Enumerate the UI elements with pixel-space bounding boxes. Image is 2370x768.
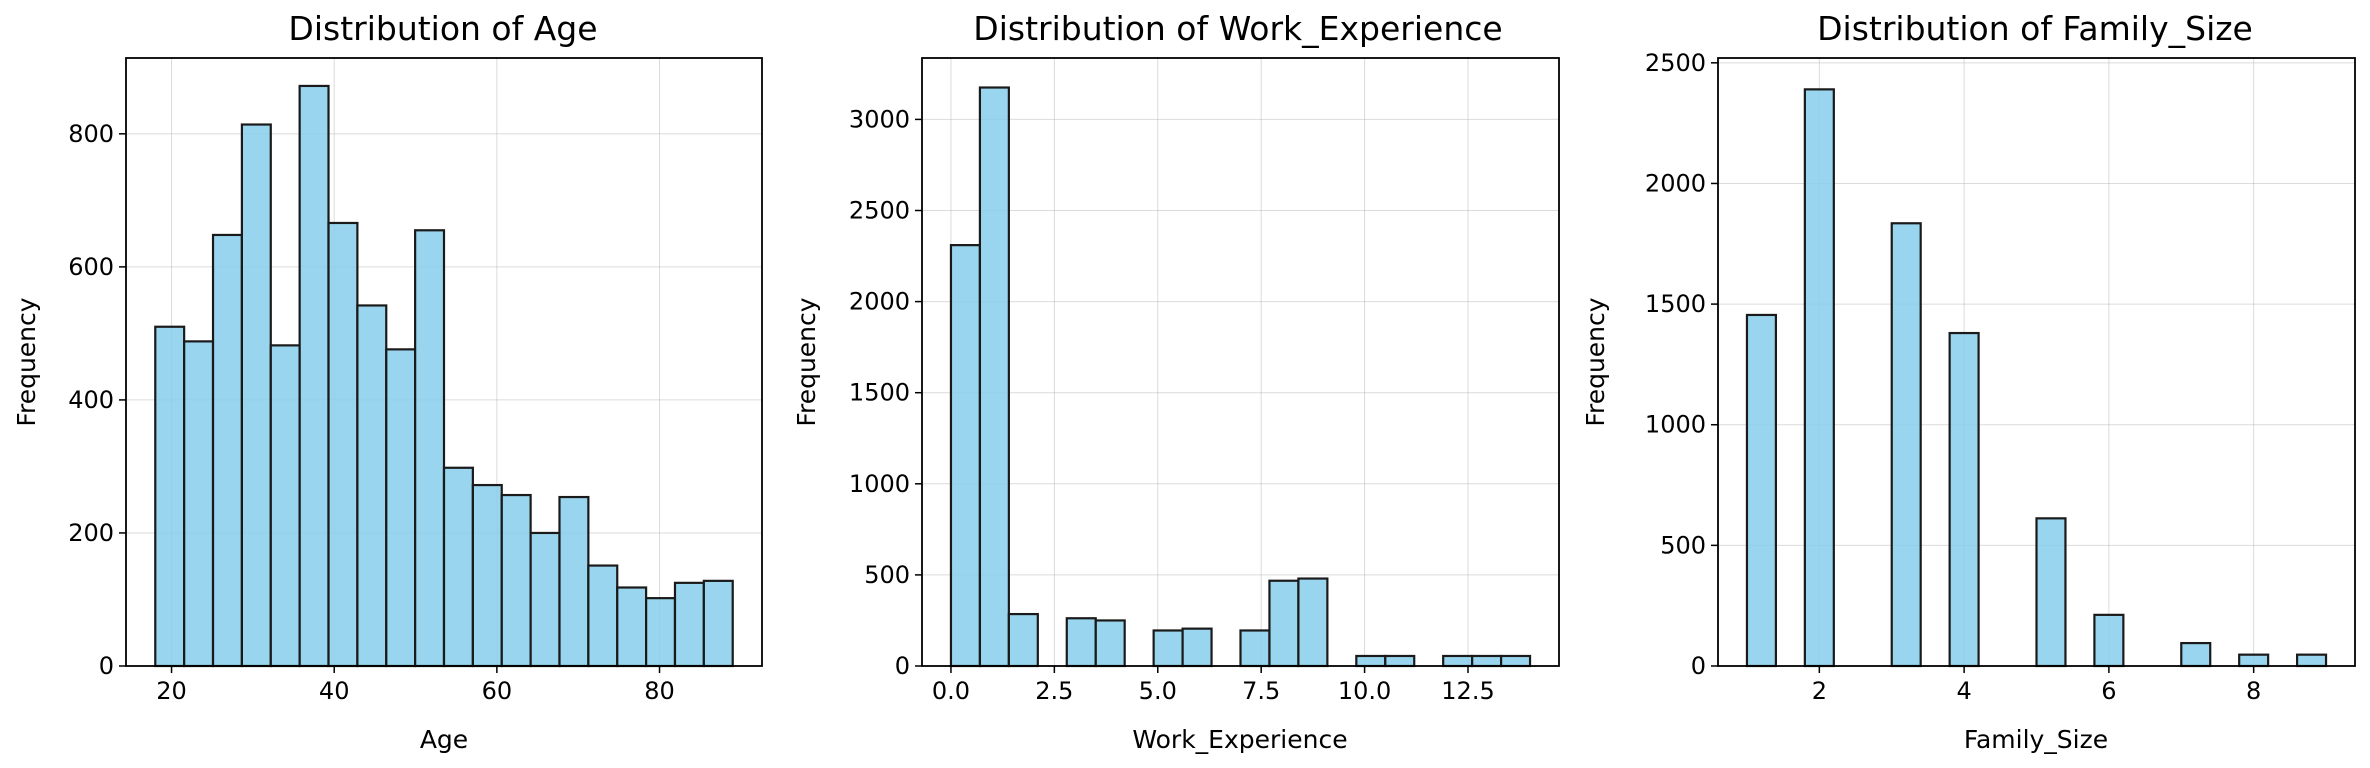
y-tick-label: 600 (68, 253, 114, 281)
x-axis-label: Age (420, 725, 468, 754)
x-tick-label: 6 (2101, 677, 2116, 705)
histogram-bar (587, 564, 619, 668)
x-tick-label: 5.0 (1139, 677, 1177, 705)
histogram-bar (1471, 654, 1503, 668)
x-tick-label: 7.5 (1242, 677, 1280, 705)
x-tick-label: 12.5 (1441, 677, 1494, 705)
histogram-bar (645, 597, 677, 668)
x-tick-label: 2.5 (1035, 677, 1073, 705)
y-tick-label: 0 (99, 652, 114, 680)
histogram-bar (2180, 641, 2212, 668)
x-tick-label: 10.0 (1338, 677, 1391, 705)
x-axis-label: Family_Size (1964, 725, 2108, 754)
plot-frame (921, 57, 1560, 667)
histogram-bar (442, 466, 474, 668)
histogram-bar (211, 233, 243, 668)
histogram-bar (1239, 629, 1271, 668)
histogram-bar (978, 86, 1010, 668)
y-tick-label: 1000 (849, 470, 910, 498)
x-tick-label: 40 (319, 677, 350, 705)
x-tick-label: 20 (156, 677, 187, 705)
histogram-bar (1007, 612, 1039, 668)
age-histogram-panel: Distribution of Age 20 40 60 80020040060080… (12, 9, 763, 754)
histogram-bar (1181, 627, 1213, 668)
y-tick-label: 1500 (1645, 290, 1706, 318)
y-tick-label: 0 (1691, 652, 1706, 680)
histogram-bar (1094, 619, 1126, 668)
x-tick-label: 2 (1812, 677, 1827, 705)
y-axis-label: Frequency (12, 297, 41, 426)
x-tick-label: 8 (2246, 677, 2261, 705)
family-size-histogram-panel: Distribution of Family_Size 2 4 6 8 0 500 1000… (1581, 9, 2356, 754)
histogram-bar (240, 123, 272, 668)
histogram-bar (2093, 613, 2125, 668)
histogram-bar (2035, 517, 2067, 668)
histogram-bar (500, 493, 532, 668)
y-tick-label: 500 (1660, 531, 1706, 559)
histogram-bar (327, 221, 359, 668)
y-tick-label: 800 (68, 120, 114, 148)
histogram-bar (2295, 653, 2328, 668)
y-tick-label: 2000 (849, 288, 910, 316)
y-tick-label: 2500 (1645, 49, 1706, 77)
histogram-bar (616, 586, 648, 668)
x-tick-label: 80 (644, 677, 675, 705)
x-axis-label: Work_Experience (1132, 725, 1347, 754)
histogram-bar (529, 531, 561, 668)
histogram-bar (1297, 577, 1329, 668)
y-axis-label: Frequency (792, 297, 821, 426)
histogram-bar (298, 84, 330, 668)
histogram-bar (673, 581, 705, 668)
histogram-bar (269, 344, 301, 668)
histogram-bar (154, 325, 186, 668)
histogram-bar (949, 244, 982, 668)
y-tick-label: 1500 (849, 379, 910, 407)
plot-frame (1717, 57, 2356, 667)
histogram-bar (558, 495, 590, 668)
plot-frame (125, 57, 763, 667)
chart-title: Distribution of Age (288, 9, 597, 48)
histogram-bar (1499, 654, 1532, 668)
histogram-bar (702, 579, 734, 668)
histogram-bar (471, 483, 503, 668)
y-tick-label: 1000 (1645, 411, 1706, 439)
histogram-bar (1355, 654, 1387, 668)
histogram-bar (414, 229, 446, 668)
histogram-bar (1065, 617, 1097, 668)
y-axis-label: Frequency (1581, 297, 1610, 426)
histogram-bar (2238, 653, 2270, 668)
y-tick-label: 500 (864, 561, 910, 589)
x-tick-label: 60 (482, 677, 513, 705)
y-tick-label: 3000 (849, 105, 910, 133)
work-experience-histogram-panel: Distribution of Work_Experience 0.0 2.5 5.… (792, 9, 1560, 754)
x-tick-label: 4 (1956, 677, 1971, 705)
x-tick-label: 0.0 (932, 677, 970, 705)
histogram-bar (1442, 654, 1474, 668)
histogram-bar (1948, 331, 1980, 668)
histogram-bar (1745, 313, 1778, 668)
histogram-bar (183, 340, 215, 668)
histogram-bar (1384, 654, 1416, 668)
chart-title: Distribution of Work_Experience (973, 9, 1502, 48)
y-tick-label: 2500 (849, 197, 910, 225)
histogram-bar (385, 348, 417, 668)
histogram-bar (1803, 88, 1835, 668)
histogram-bar (356, 304, 388, 668)
chart-title: Distribution of Family_Size (1817, 9, 2253, 48)
histogram-bar (1152, 629, 1184, 668)
y-tick-label: 2000 (1645, 169, 1706, 197)
y-tick-label: 200 (68, 519, 114, 547)
y-tick-label: 0 (895, 652, 910, 680)
histogram-bar (1268, 579, 1300, 668)
histogram-bar (1890, 222, 1922, 668)
y-tick-label: 400 (68, 386, 114, 414)
